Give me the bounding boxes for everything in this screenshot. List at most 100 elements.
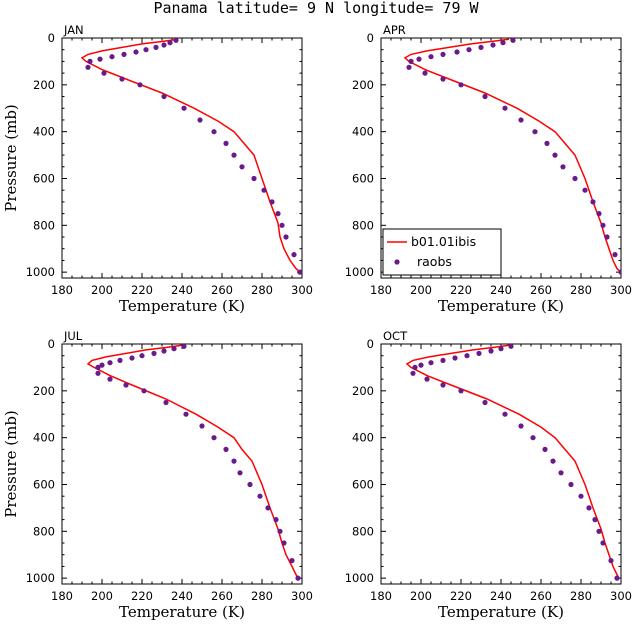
y-tick-label: 200 bbox=[352, 384, 374, 398]
y-tick-label: 400 bbox=[352, 125, 374, 139]
obs-point bbox=[87, 58, 93, 64]
obs-point bbox=[171, 346, 177, 352]
y-tick-label: 800 bbox=[33, 524, 55, 538]
obs-point bbox=[410, 370, 416, 376]
obs-point bbox=[161, 42, 167, 48]
y-tick-label: 0 bbox=[367, 337, 374, 351]
obs-point bbox=[153, 44, 159, 51]
obs-point bbox=[251, 175, 257, 182]
obs-point bbox=[508, 344, 514, 349]
obs-point bbox=[141, 388, 147, 394]
x-tick-label: 200 bbox=[410, 589, 432, 603]
obs-point bbox=[418, 362, 424, 368]
plot-area bbox=[80, 38, 302, 275]
panel-jan: 180 200 220 240 260 280 300 0 200 400 600 800 1000 Te… bbox=[2, 23, 313, 315]
model-line-jul bbox=[86, 344, 299, 579]
x-tick-label: 280 bbox=[251, 283, 273, 297]
y-tick-label: 1000 bbox=[26, 571, 55, 585]
obs-point bbox=[502, 105, 508, 111]
obs-point bbox=[167, 40, 173, 46]
x-tick-label: 280 bbox=[570, 283, 592, 297]
obs-point bbox=[181, 105, 187, 111]
x-tick-label: 180 bbox=[370, 283, 392, 297]
panels: 180 200 220 240 260 280 300 0 200 400 600 800 1000 Te… bbox=[2, 23, 632, 621]
obs-point bbox=[510, 38, 516, 43]
x-tick-label: 260 bbox=[211, 283, 233, 297]
obs-point bbox=[289, 558, 295, 564]
y-tick-label: 400 bbox=[33, 125, 55, 139]
y-tick-label: 200 bbox=[33, 78, 55, 92]
y-axis-label: Pressure (mb) bbox=[2, 410, 20, 518]
obs-point bbox=[291, 252, 297, 258]
obs-point bbox=[231, 152, 237, 158]
obs-point bbox=[211, 435, 217, 441]
obs-point bbox=[458, 82, 464, 88]
obs-point bbox=[257, 493, 263, 499]
obs-point bbox=[295, 575, 301, 581]
obs-point bbox=[440, 357, 446, 363]
x-tick-label: 240 bbox=[490, 589, 512, 603]
obs-point bbox=[604, 234, 610, 240]
obs-point bbox=[612, 252, 618, 258]
obs-point bbox=[95, 370, 101, 376]
y-tick-label: 0 bbox=[48, 31, 55, 45]
obs-point bbox=[183, 411, 189, 417]
x-tick-label: 300 bbox=[291, 589, 313, 603]
obs-point bbox=[596, 211, 602, 217]
obs-point bbox=[173, 38, 179, 43]
y-tick-label: 1000 bbox=[26, 265, 55, 279]
obs-point bbox=[273, 517, 279, 523]
obs-point bbox=[85, 64, 91, 70]
obs-point bbox=[281, 540, 287, 546]
legend: b01.01ibis raobs bbox=[382, 228, 502, 276]
x-axis-label: Temperature (K) bbox=[119, 603, 245, 621]
obs-point bbox=[101, 70, 107, 76]
x-tick-label: 200 bbox=[410, 283, 432, 297]
obs-point bbox=[97, 56, 103, 62]
obs-point bbox=[151, 350, 157, 356]
panel-label: JUL bbox=[63, 329, 83, 343]
x-tick-label: 260 bbox=[211, 589, 233, 603]
obs-point bbox=[239, 164, 245, 170]
obs-point bbox=[161, 348, 167, 354]
obs-point bbox=[123, 382, 129, 388]
obs-point bbox=[530, 435, 536, 441]
obs-point bbox=[440, 382, 446, 388]
plot-area bbox=[403, 38, 621, 275]
obs-point bbox=[161, 93, 167, 100]
obs-point bbox=[552, 152, 558, 158]
obs-point bbox=[608, 558, 614, 564]
figure-title: Panama latitude= 9 N longitude= 79 W bbox=[153, 0, 479, 17]
obs-point bbox=[416, 56, 422, 62]
obs-point bbox=[568, 481, 574, 488]
obs-point bbox=[237, 470, 243, 476]
obs-point bbox=[464, 353, 470, 359]
x-tick-label: 220 bbox=[131, 589, 153, 603]
y-tick-label: 200 bbox=[352, 78, 374, 92]
x-axis-label: Temperature (K) bbox=[119, 297, 245, 315]
obs-point bbox=[181, 344, 187, 349]
model-line-jan bbox=[80, 38, 301, 273]
panel-oct: 180 200 220 240 260 280 300 0 200 400 600 800 1000 Te… bbox=[345, 329, 632, 621]
y-tick-label: 400 bbox=[352, 431, 374, 445]
x-tick-label: 180 bbox=[51, 283, 73, 297]
y-tick-label: 0 bbox=[48, 337, 55, 351]
x-tick-label: 240 bbox=[490, 283, 512, 297]
y-tick-label: 600 bbox=[352, 477, 374, 491]
y-tick-label: 800 bbox=[352, 218, 374, 232]
obs-point bbox=[163, 399, 169, 406]
x-tick-label: 240 bbox=[171, 589, 193, 603]
obs-point bbox=[490, 42, 496, 48]
panel-jul: 180 200 220 240 260 280 300 0 200 400 600 800 1000 Te… bbox=[2, 329, 313, 621]
x-tick-label: 280 bbox=[251, 589, 273, 603]
x-tick-label: 200 bbox=[91, 589, 113, 603]
obs-point bbox=[223, 140, 229, 146]
y-tick-label: 1000 bbox=[345, 571, 374, 585]
obs-point bbox=[265, 505, 271, 511]
obs-point bbox=[478, 44, 484, 51]
obs-point bbox=[458, 388, 464, 394]
obs-point bbox=[297, 269, 302, 275]
obs-point bbox=[197, 117, 203, 123]
obs-point bbox=[283, 234, 289, 240]
panel-label: OCT bbox=[383, 329, 408, 343]
